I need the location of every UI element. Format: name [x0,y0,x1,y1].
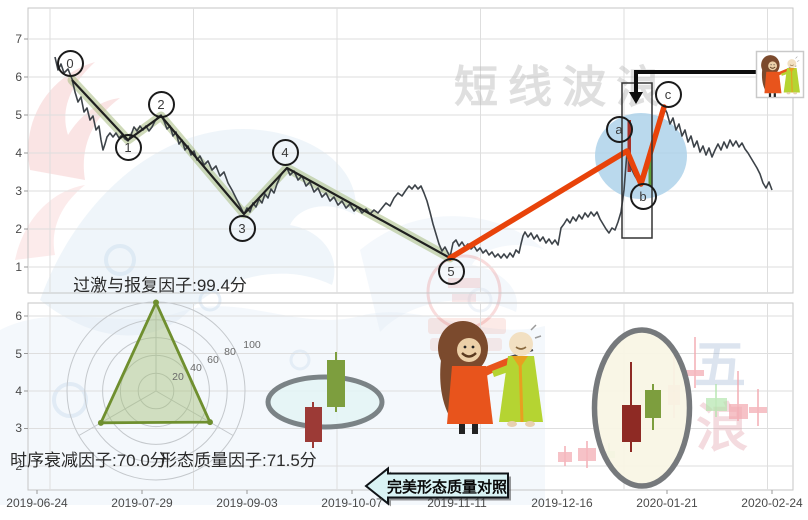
radar-tick-label: 100 [243,339,261,351]
wave-point-3: 3 [228,214,256,242]
candle-body [578,448,596,461]
y-label: 4 [15,146,22,160]
y-label: 1 [15,260,22,274]
x-date-label: 2020-02-24 [741,496,803,510]
radar-spoke [78,390,157,436]
candle-body [749,407,767,413]
watermark-main-text: 短线波浪 [454,63,670,112]
candle-body [558,452,572,462]
comparison-candlesticks [305,352,661,452]
candle-body [327,360,345,407]
x-date-label: 2019-09-03 [216,496,278,510]
wave-point-b: b [629,182,657,210]
candle-body [729,404,748,419]
y-label: 6 [15,309,22,323]
highlight-ellipse-actual-pattern [591,327,693,489]
annotations [621,50,805,239]
panel-border [27,7,794,294]
y-label: 6 [15,70,22,84]
x-date-label: 2019-12-16 [531,496,593,510]
badge-arrow-shape [364,466,509,506]
y-label: 3 [15,421,22,435]
x-date-label: 2019-06-24 [6,496,68,510]
pattern-quality-factor-text: 形态质量因子:71.5分 [160,451,317,470]
mini-candle-bar [627,120,631,172]
radar-tick-label: 20 [172,371,184,383]
radar-tick-label: 60 [207,354,219,366]
radar-title: 过激与报复因子:99.4分 [73,276,247,295]
highlight-ellipse-perfect-pattern [265,374,385,430]
candle-body [706,398,727,411]
radar-polygon [99,301,212,425]
candle-body [622,405,641,442]
mini-candle-bar [648,152,652,186]
x-date-label: 2019-10-07 [321,496,383,510]
factor-radar-chart [66,299,246,481]
y-label: 7 [15,32,22,46]
wave-point-0: 0 [56,49,84,77]
candle-body [305,407,322,442]
x-date-label: 2019-11-11 [427,496,487,510]
y-label: 2 [15,222,22,236]
wave-point-1: 1 [114,133,142,161]
pointer-arrow-line [634,70,758,92]
y-label: 4 [15,384,22,398]
wave-point-c: c [654,80,682,108]
wave-line [71,79,451,259]
wave-point-4: 4 [271,138,299,166]
x-date-label: 2020-01-21 [636,496,698,510]
perfect-pattern-badge [364,466,511,507]
wave-point-2: 2 [147,90,175,118]
radar-spoke [155,390,234,436]
candle-body [645,390,661,418]
abc-mini-candles [627,120,652,186]
timing-decay-factor-text: 时序衰减因子:70.0分 [10,451,167,470]
radar-vertex-dot [206,419,213,426]
y-label: 3 [15,184,22,198]
candle-body [686,370,704,376]
radar-vertex-dot [97,419,104,426]
x-date-label: 2019-07-29 [111,496,173,510]
wave-point-a: a [605,115,633,143]
radar-tick-label: 80 [224,346,236,358]
radar-vertex-dot [153,299,159,306]
y-label: 5 [15,347,22,361]
pointer-arrowhead-icon [629,92,643,104]
perfect-pattern-badge-label: 完美形态质量对照 [386,479,507,496]
y-label: 5 [15,108,22,122]
wave-point-5: 5 [437,257,465,285]
y-label: 2 [15,459,22,473]
radar-tick-label: 40 [190,362,202,374]
